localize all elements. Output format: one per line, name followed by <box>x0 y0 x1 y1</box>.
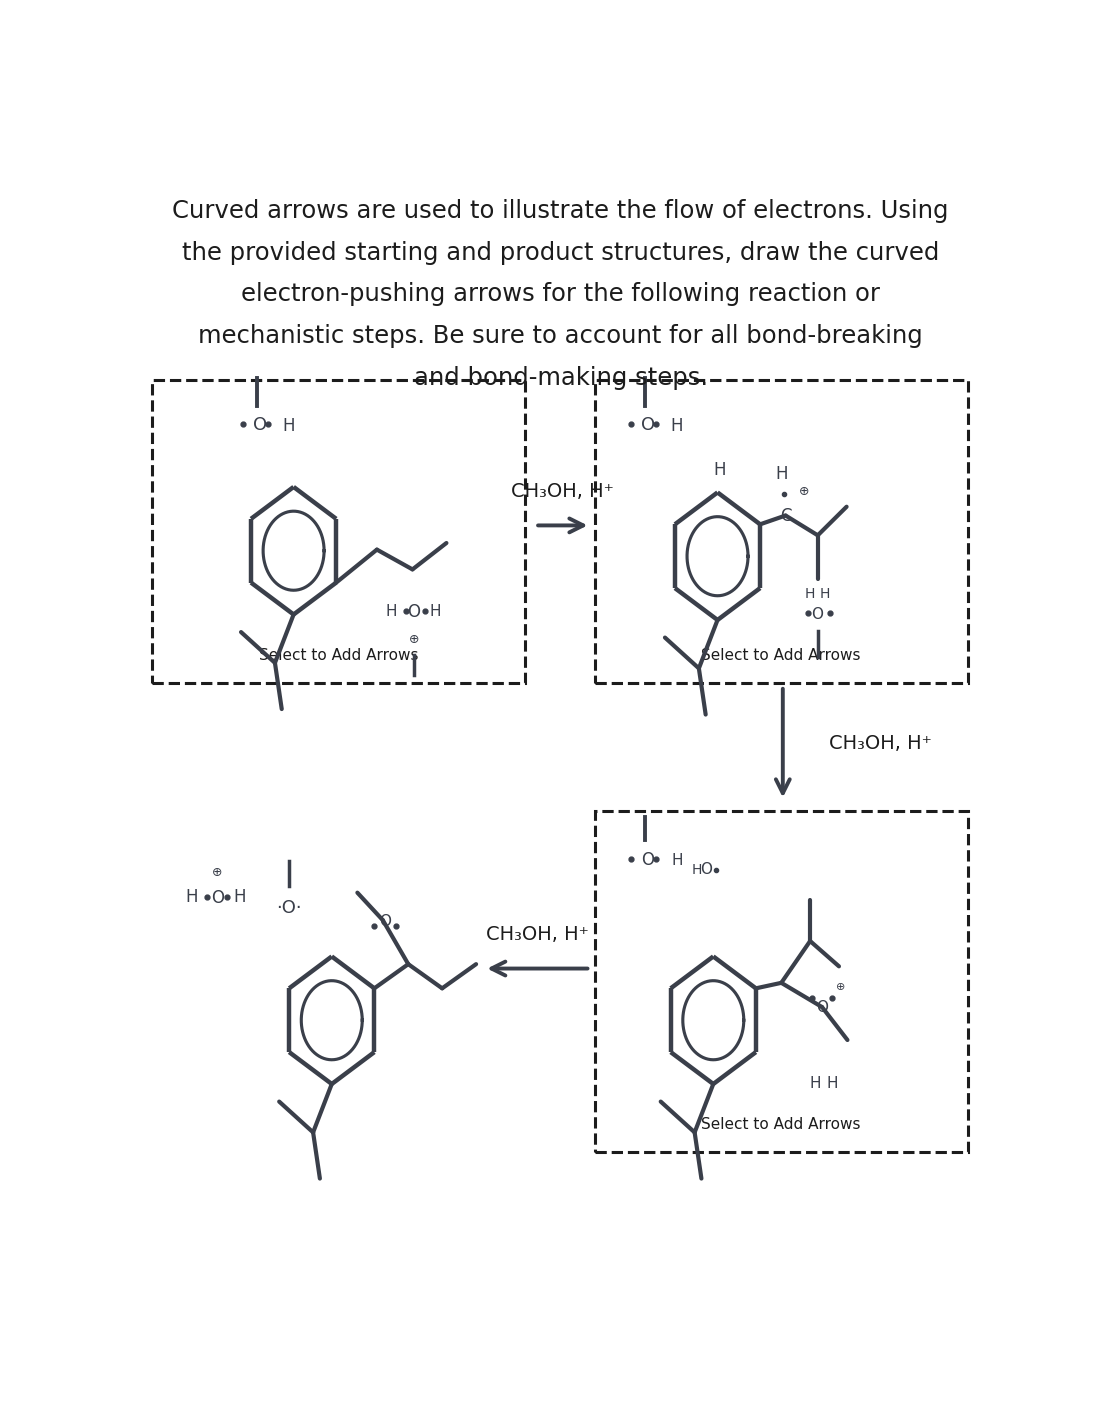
Text: H: H <box>826 1077 838 1091</box>
Text: the provided starting and product structures, draw the curved: the provided starting and product struct… <box>182 241 940 264</box>
Text: CH₃OH, H⁺: CH₃OH, H⁺ <box>829 734 932 753</box>
Text: ⊕: ⊕ <box>836 982 846 992</box>
Text: O: O <box>700 863 712 877</box>
Text: O: O <box>816 1000 828 1014</box>
Text: H: H <box>282 417 294 436</box>
Text: H: H <box>713 461 726 480</box>
Text: C: C <box>780 507 791 524</box>
Text: Curved arrows are used to illustrate the flow of electrons. Using: Curved arrows are used to illustrate the… <box>173 198 948 223</box>
Bar <box>595 380 968 683</box>
Text: O: O <box>211 890 224 907</box>
Text: O: O <box>407 603 420 621</box>
Text: O: O <box>380 914 392 928</box>
Text: H: H <box>671 854 683 868</box>
Text: Select to Add Arrows: Select to Add Arrows <box>701 648 861 663</box>
Text: H: H <box>805 587 815 601</box>
Text: H: H <box>671 417 683 436</box>
Text: H: H <box>819 587 829 601</box>
Text: O: O <box>641 851 654 868</box>
Text: O: O <box>253 417 267 434</box>
Text: Select to Add Arrows: Select to Add Arrows <box>701 1117 861 1132</box>
Text: H: H <box>233 888 245 907</box>
Text: H: H <box>186 888 198 907</box>
Text: Select to Add Arrows: Select to Add Arrows <box>259 648 418 663</box>
Text: ·O·: ·O· <box>277 900 302 917</box>
Text: O: O <box>641 417 655 434</box>
Text: CH₃OH, H⁺: CH₃OH, H⁺ <box>486 925 589 944</box>
Text: and bond-making steps.: and bond-making steps. <box>414 366 708 390</box>
Text: H: H <box>810 1077 820 1091</box>
Text: ⊕: ⊕ <box>799 486 810 498</box>
Text: electron-pushing arrows for the following reaction or: electron-pushing arrows for the followin… <box>241 283 881 307</box>
Text: H: H <box>385 604 397 618</box>
Text: ⊕: ⊕ <box>409 633 419 647</box>
Text: O: O <box>812 607 824 623</box>
Bar <box>595 811 968 1152</box>
Text: H: H <box>775 464 788 483</box>
Bar <box>152 380 525 683</box>
Text: CH₃OH, H⁺: CH₃OH, H⁺ <box>511 483 614 501</box>
Text: mechanistic steps. Be sure to account for all bond-breaking: mechanistic steps. Be sure to account fo… <box>198 324 923 348</box>
Text: ⊕: ⊕ <box>212 867 222 880</box>
Text: H: H <box>691 863 701 877</box>
Text: H: H <box>430 604 441 618</box>
